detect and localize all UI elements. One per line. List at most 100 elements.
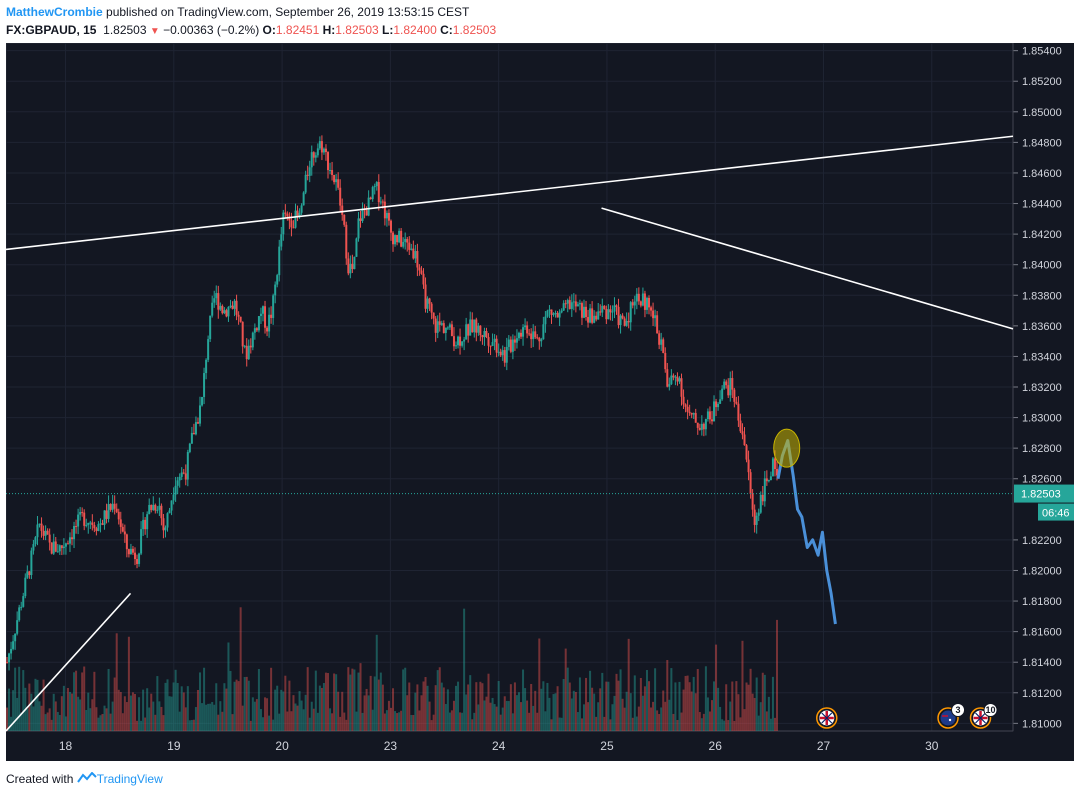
volume-bar [416, 684, 419, 731]
tradingview-brand-link[interactable]: TradingView [96, 772, 163, 786]
volume-bar [389, 707, 392, 731]
volume-bar [650, 707, 653, 731]
volume-bar [345, 719, 348, 731]
volume-bar [587, 702, 590, 731]
volume-bar [243, 677, 246, 731]
candle-body [515, 338, 518, 343]
author-link[interactable]: MatthewCrombie [6, 5, 103, 19]
volume-bar [424, 677, 427, 731]
candle-body [8, 653, 11, 663]
candle-body [406, 238, 409, 243]
candle-body [650, 307, 653, 311]
candle-body [643, 293, 646, 310]
y-tick-label: 1.83400 [1022, 351, 1062, 363]
volume-bar [379, 672, 382, 731]
low-label: L: [382, 23, 394, 37]
candle-body [77, 514, 80, 527]
volume-bar [678, 681, 681, 731]
candle-body [178, 476, 181, 481]
volume-bar [341, 691, 344, 731]
candle-body [91, 522, 94, 526]
volume-bar [597, 702, 600, 731]
volume-bar [731, 681, 734, 731]
candle-body [769, 476, 772, 481]
volume-bar [56, 711, 59, 731]
candle-body [66, 543, 69, 545]
candle-body [26, 571, 29, 578]
volume-bar [747, 684, 750, 731]
volume-bar [440, 682, 443, 731]
volume-bar [266, 698, 269, 731]
candle-body [227, 306, 230, 317]
candle-body [713, 401, 716, 422]
volume-bar [148, 707, 151, 731]
volume-bar [30, 693, 33, 731]
candle-body [320, 141, 323, 153]
x-tick-label: 19 [167, 739, 181, 753]
volume-bar [692, 676, 695, 731]
candle-body [408, 242, 411, 250]
candle-body [127, 549, 130, 555]
volume-bar [223, 683, 226, 731]
volume-bar [361, 712, 364, 731]
volume-bar [192, 719, 195, 731]
volume-bar [414, 692, 417, 731]
volume-bar [648, 681, 651, 731]
volume-bar [184, 707, 187, 731]
volume-bar [751, 693, 754, 731]
x-tick-label: 27 [817, 739, 831, 753]
volume-bar [199, 672, 202, 731]
y-tick-label: 1.82800 [1022, 443, 1062, 455]
volume-bar [643, 686, 646, 731]
volume-bar [515, 695, 518, 731]
volume-bar [316, 712, 319, 731]
volume-bar [95, 707, 98, 731]
volume-bar [270, 667, 273, 731]
candle-body [133, 552, 136, 560]
candle-body [241, 321, 244, 347]
volume-bar [52, 693, 55, 731]
volume-bar [674, 682, 677, 731]
volume-bar [48, 708, 51, 731]
candle-body [625, 321, 628, 326]
candle-body [302, 192, 305, 206]
candle-body [71, 537, 74, 540]
price-chart[interactable]: 1.85400 1.85200 1.85000 1.84800 1.84600 1.844… [6, 43, 1074, 761]
volume-bar [654, 668, 657, 731]
volume-bar [81, 672, 84, 731]
event-marker-ring [937, 707, 959, 729]
volume-bar [324, 672, 327, 731]
candle-body [708, 411, 711, 420]
candle-body [324, 148, 327, 153]
candle-body [517, 332, 520, 339]
volume-bar [383, 713, 386, 731]
candle-body [322, 148, 325, 153]
volume-bar [54, 701, 57, 731]
candle-body [698, 427, 701, 430]
symbol-name[interactable]: FX:GBPAUD, 15 [6, 23, 97, 37]
volume-bar [450, 710, 453, 731]
volume-bar [717, 687, 720, 731]
candle-body [190, 432, 193, 444]
candle-body [607, 309, 610, 320]
volume-bar [121, 713, 124, 731]
volume-bar [733, 720, 736, 731]
volume-bar [680, 712, 683, 731]
volume-bar [103, 705, 106, 731]
candle-body [253, 328, 256, 333]
candle-body [54, 541, 57, 552]
candle-body [335, 179, 338, 183]
volume-bar [89, 708, 92, 731]
candle-body [223, 310, 226, 314]
volume-bar [566, 667, 569, 731]
x-tick-label: 26 [709, 739, 723, 753]
volume-bar [562, 679, 565, 731]
candle-body [343, 214, 346, 225]
volume-bar [540, 688, 543, 731]
volume-bar [219, 701, 222, 731]
candle-body [101, 523, 104, 525]
candle-body [219, 305, 222, 310]
candle-body [150, 504, 153, 511]
candle-body [81, 512, 84, 514]
volume-bar [558, 717, 561, 731]
